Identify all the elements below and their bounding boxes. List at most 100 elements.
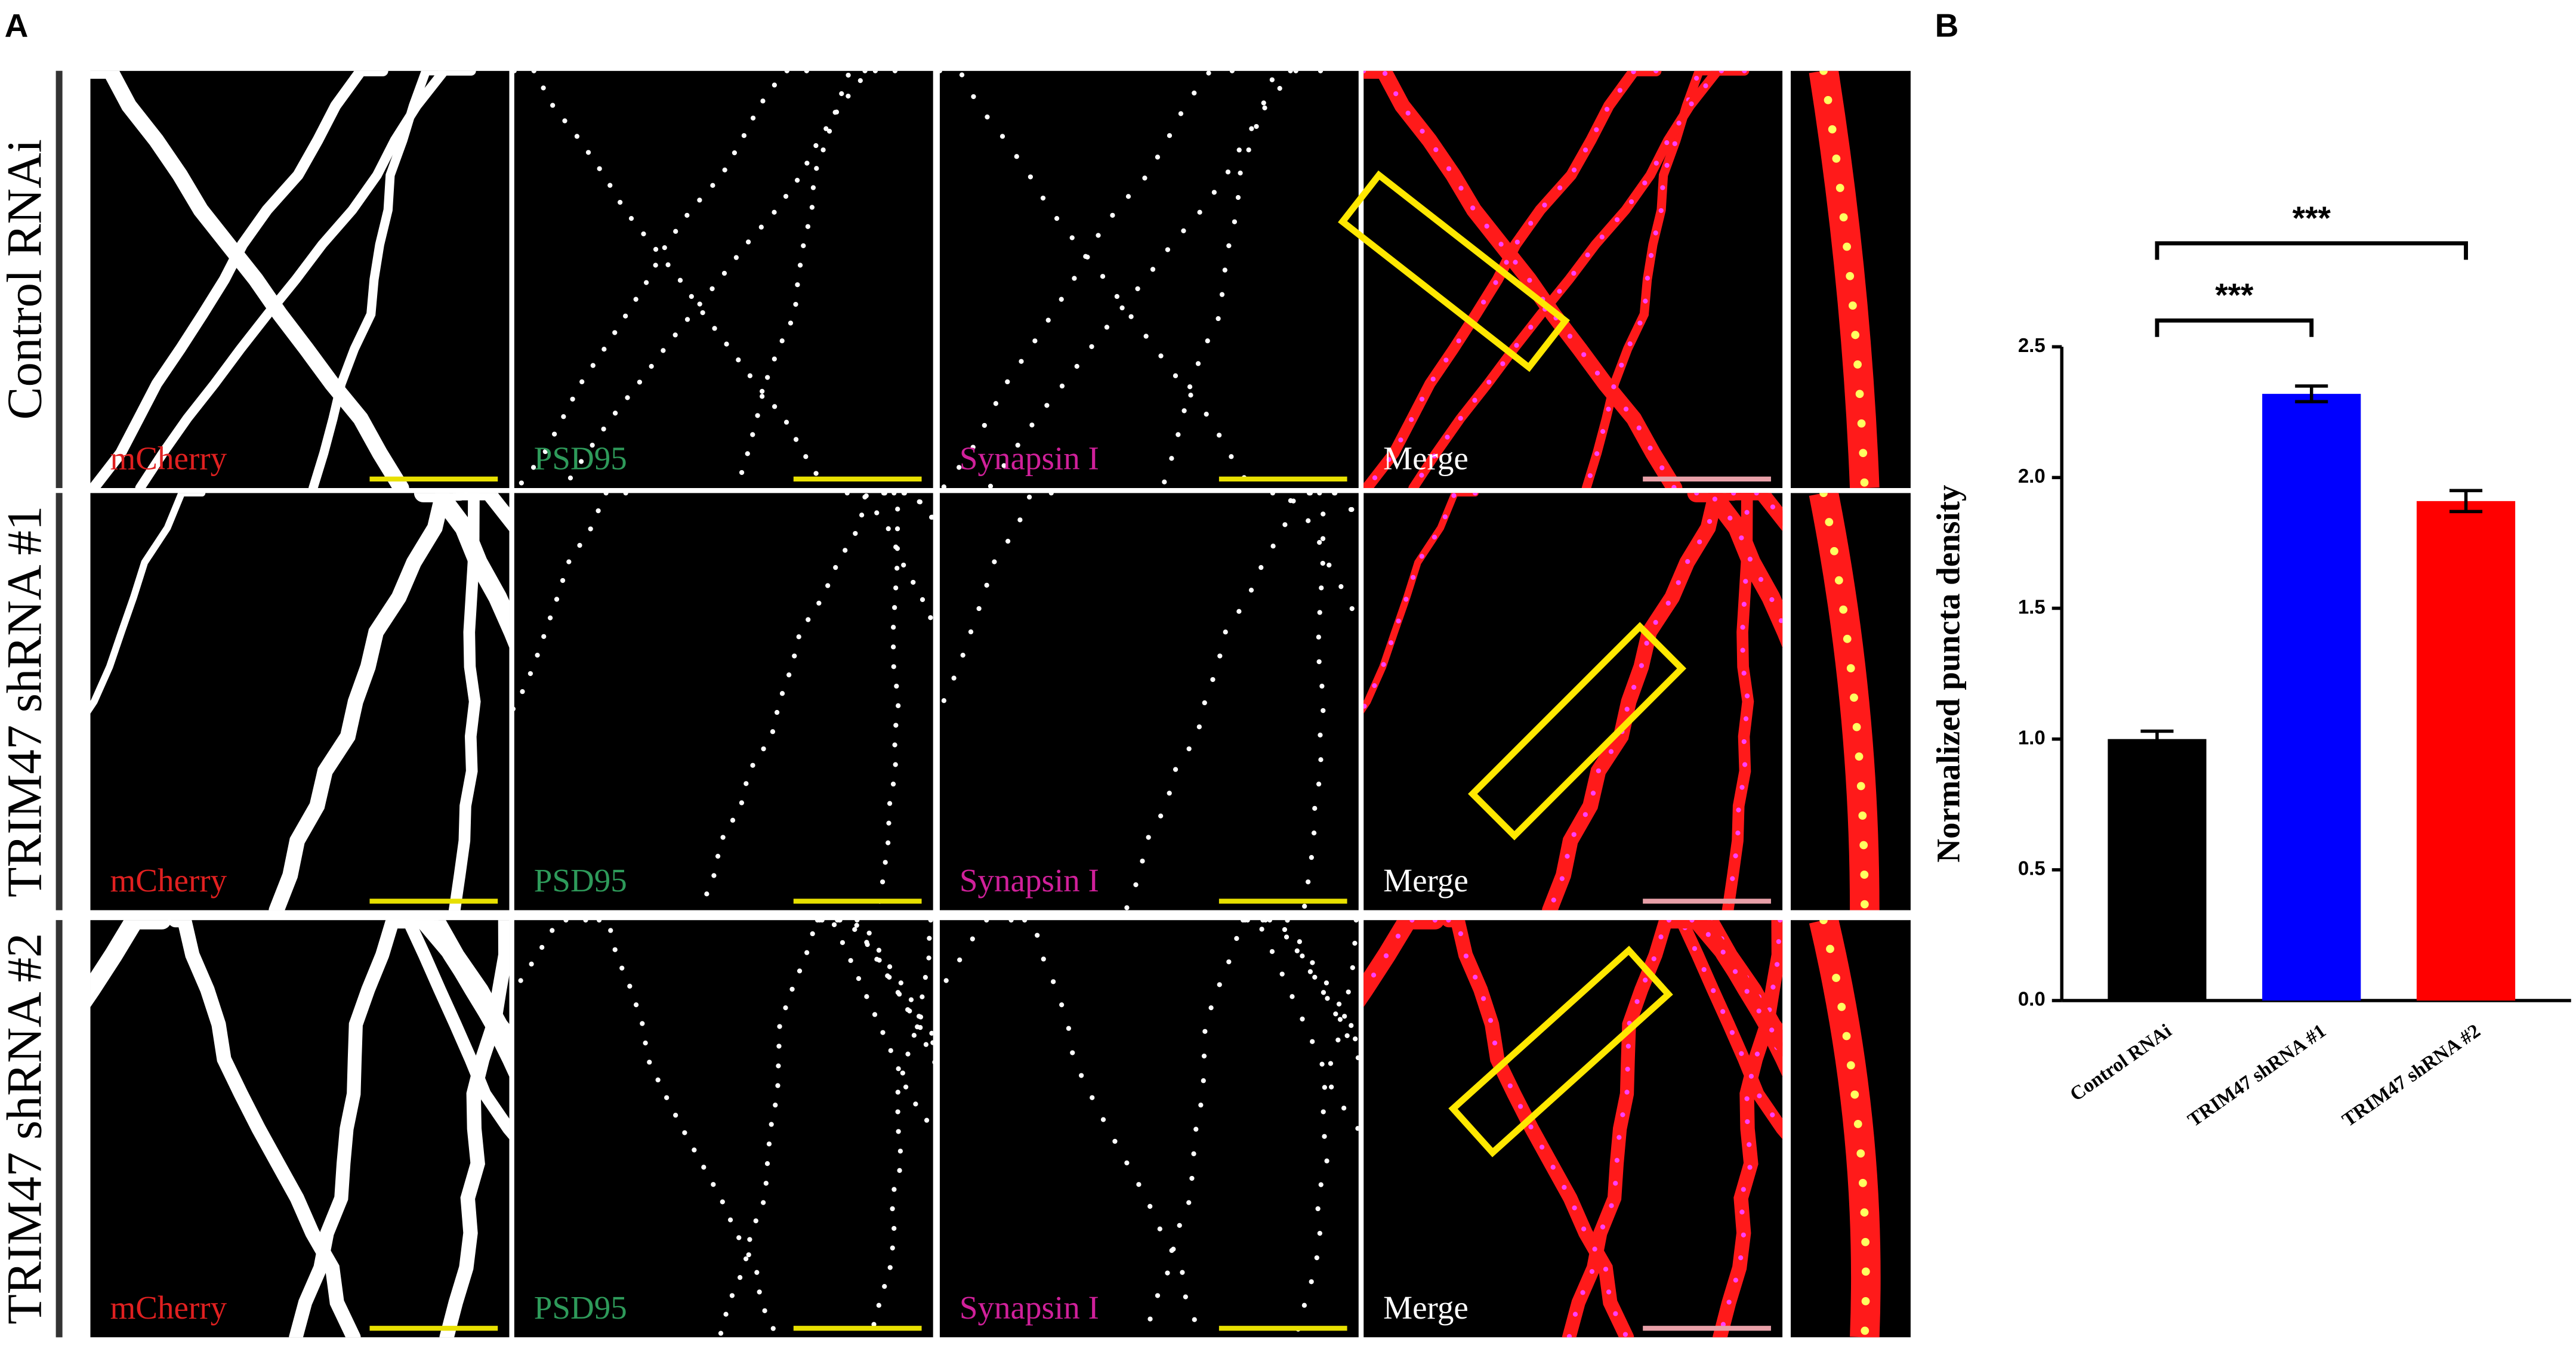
puncta <box>1364 70 1659 489</box>
scale-bar <box>369 1326 498 1331</box>
neurite <box>1408 70 1750 489</box>
puncta <box>939 920 1014 995</box>
puncta <box>1293 920 1359 1338</box>
neurite <box>135 70 476 489</box>
micrograph <box>939 493 1359 910</box>
channel-label: Merge <box>1383 862 1469 899</box>
neurite <box>90 493 206 714</box>
channel-label: Synapsin I <box>960 440 1099 477</box>
neurite <box>1687 493 1783 648</box>
scale-bar <box>369 476 498 482</box>
puncta <box>815 920 933 1134</box>
micrograph <box>939 70 1359 489</box>
puncta <box>1819 920 1870 1338</box>
micrograph <box>514 70 933 489</box>
puncta <box>1301 493 1327 910</box>
neurite <box>90 70 388 489</box>
y-tick-label: 2.0 <box>2018 465 2046 487</box>
micrograph <box>1363 70 1783 489</box>
micrograph <box>1363 493 1783 910</box>
row-label: TRIM47 shRNA #2 <box>0 933 52 1325</box>
roi-box <box>1338 170 1571 372</box>
roi-box <box>1448 946 1673 1157</box>
neurite <box>387 920 510 1057</box>
row-divider <box>55 920 63 1338</box>
micrograph <box>514 493 933 910</box>
channel-label: Synapsin I <box>960 862 1099 899</box>
scale-bar <box>793 1326 922 1331</box>
error-bar <box>2295 384 2328 404</box>
y-tick-label: 1.5 <box>2018 595 2046 618</box>
neurite <box>90 70 409 489</box>
error-bar <box>2140 729 2174 749</box>
inset <box>1790 920 1911 1338</box>
channel-label: PSD95 <box>534 440 627 477</box>
scale-bar <box>1218 899 1347 904</box>
bar <box>2262 394 2361 1001</box>
micrograph <box>514 920 933 1338</box>
neurite <box>1713 920 1783 1338</box>
image-background <box>90 920 510 1338</box>
neurite <box>414 493 510 648</box>
channel-label: PSD95 <box>534 862 627 899</box>
image-background <box>939 493 1359 910</box>
puncta <box>939 70 1253 489</box>
micrograph <box>90 493 510 910</box>
panel-label: A <box>5 7 29 44</box>
puncta <box>1819 70 1869 489</box>
roi-box <box>1468 622 1687 841</box>
error-bar <box>2449 489 2483 514</box>
puncta <box>876 493 902 910</box>
significance-bracket <box>2155 318 2314 337</box>
scale-bar <box>1643 476 1771 482</box>
micrograph <box>90 920 510 1338</box>
puncta <box>817 920 933 1047</box>
puncta <box>1143 920 1250 1338</box>
scale-bar <box>1218 1326 1347 1331</box>
puncta <box>698 493 887 910</box>
neurite <box>90 920 171 1007</box>
puncta <box>1260 920 1359 1039</box>
bar <box>2108 739 2207 1001</box>
significance-bracket <box>2155 241 2468 260</box>
y-tick-label: 0.0 <box>2018 988 2046 1010</box>
puncta <box>1363 493 1478 712</box>
puncta <box>1160 70 1293 489</box>
puncta <box>1363 70 1677 489</box>
puncta <box>868 920 933 1338</box>
inset <box>1790 493 1911 910</box>
image-background <box>514 493 933 910</box>
puncta <box>1547 493 1736 910</box>
row-label: TRIM47 shRNA #1 <box>0 506 52 897</box>
row-divider <box>55 493 63 910</box>
image-background <box>1363 920 1783 1338</box>
scale-bar <box>1643 1326 1771 1331</box>
scale-bar <box>1643 899 1771 904</box>
neurite <box>168 920 361 1338</box>
panel-label: B <box>1935 7 1959 44</box>
neurite <box>1441 920 1634 1338</box>
y-tick-label: 1.0 <box>2018 726 2046 748</box>
channel-label: mCherry <box>110 1289 227 1326</box>
scale-bar <box>369 899 498 904</box>
scale-bar <box>1218 476 1347 482</box>
significance-label: *** <box>2293 199 2331 236</box>
neurite <box>387 920 510 1140</box>
inset <box>1790 70 1911 489</box>
micrograph <box>939 920 1359 1338</box>
neurite <box>1660 920 1783 1140</box>
neurite <box>439 920 510 1338</box>
y-axis-label: Normalized puncta density <box>1930 485 1966 863</box>
puncta <box>1022 920 1206 1338</box>
significance-label: *** <box>2215 276 2254 313</box>
channel-label: Merge <box>1383 440 1469 477</box>
puncta <box>1566 920 1674 1338</box>
channel-label: Synapsin I <box>960 1289 1099 1326</box>
row-divider <box>55 70 63 489</box>
puncta <box>561 70 898 489</box>
image-background <box>939 920 1359 1338</box>
channel-label: Merge <box>1383 1289 1469 1326</box>
neurite <box>1660 920 1783 1057</box>
